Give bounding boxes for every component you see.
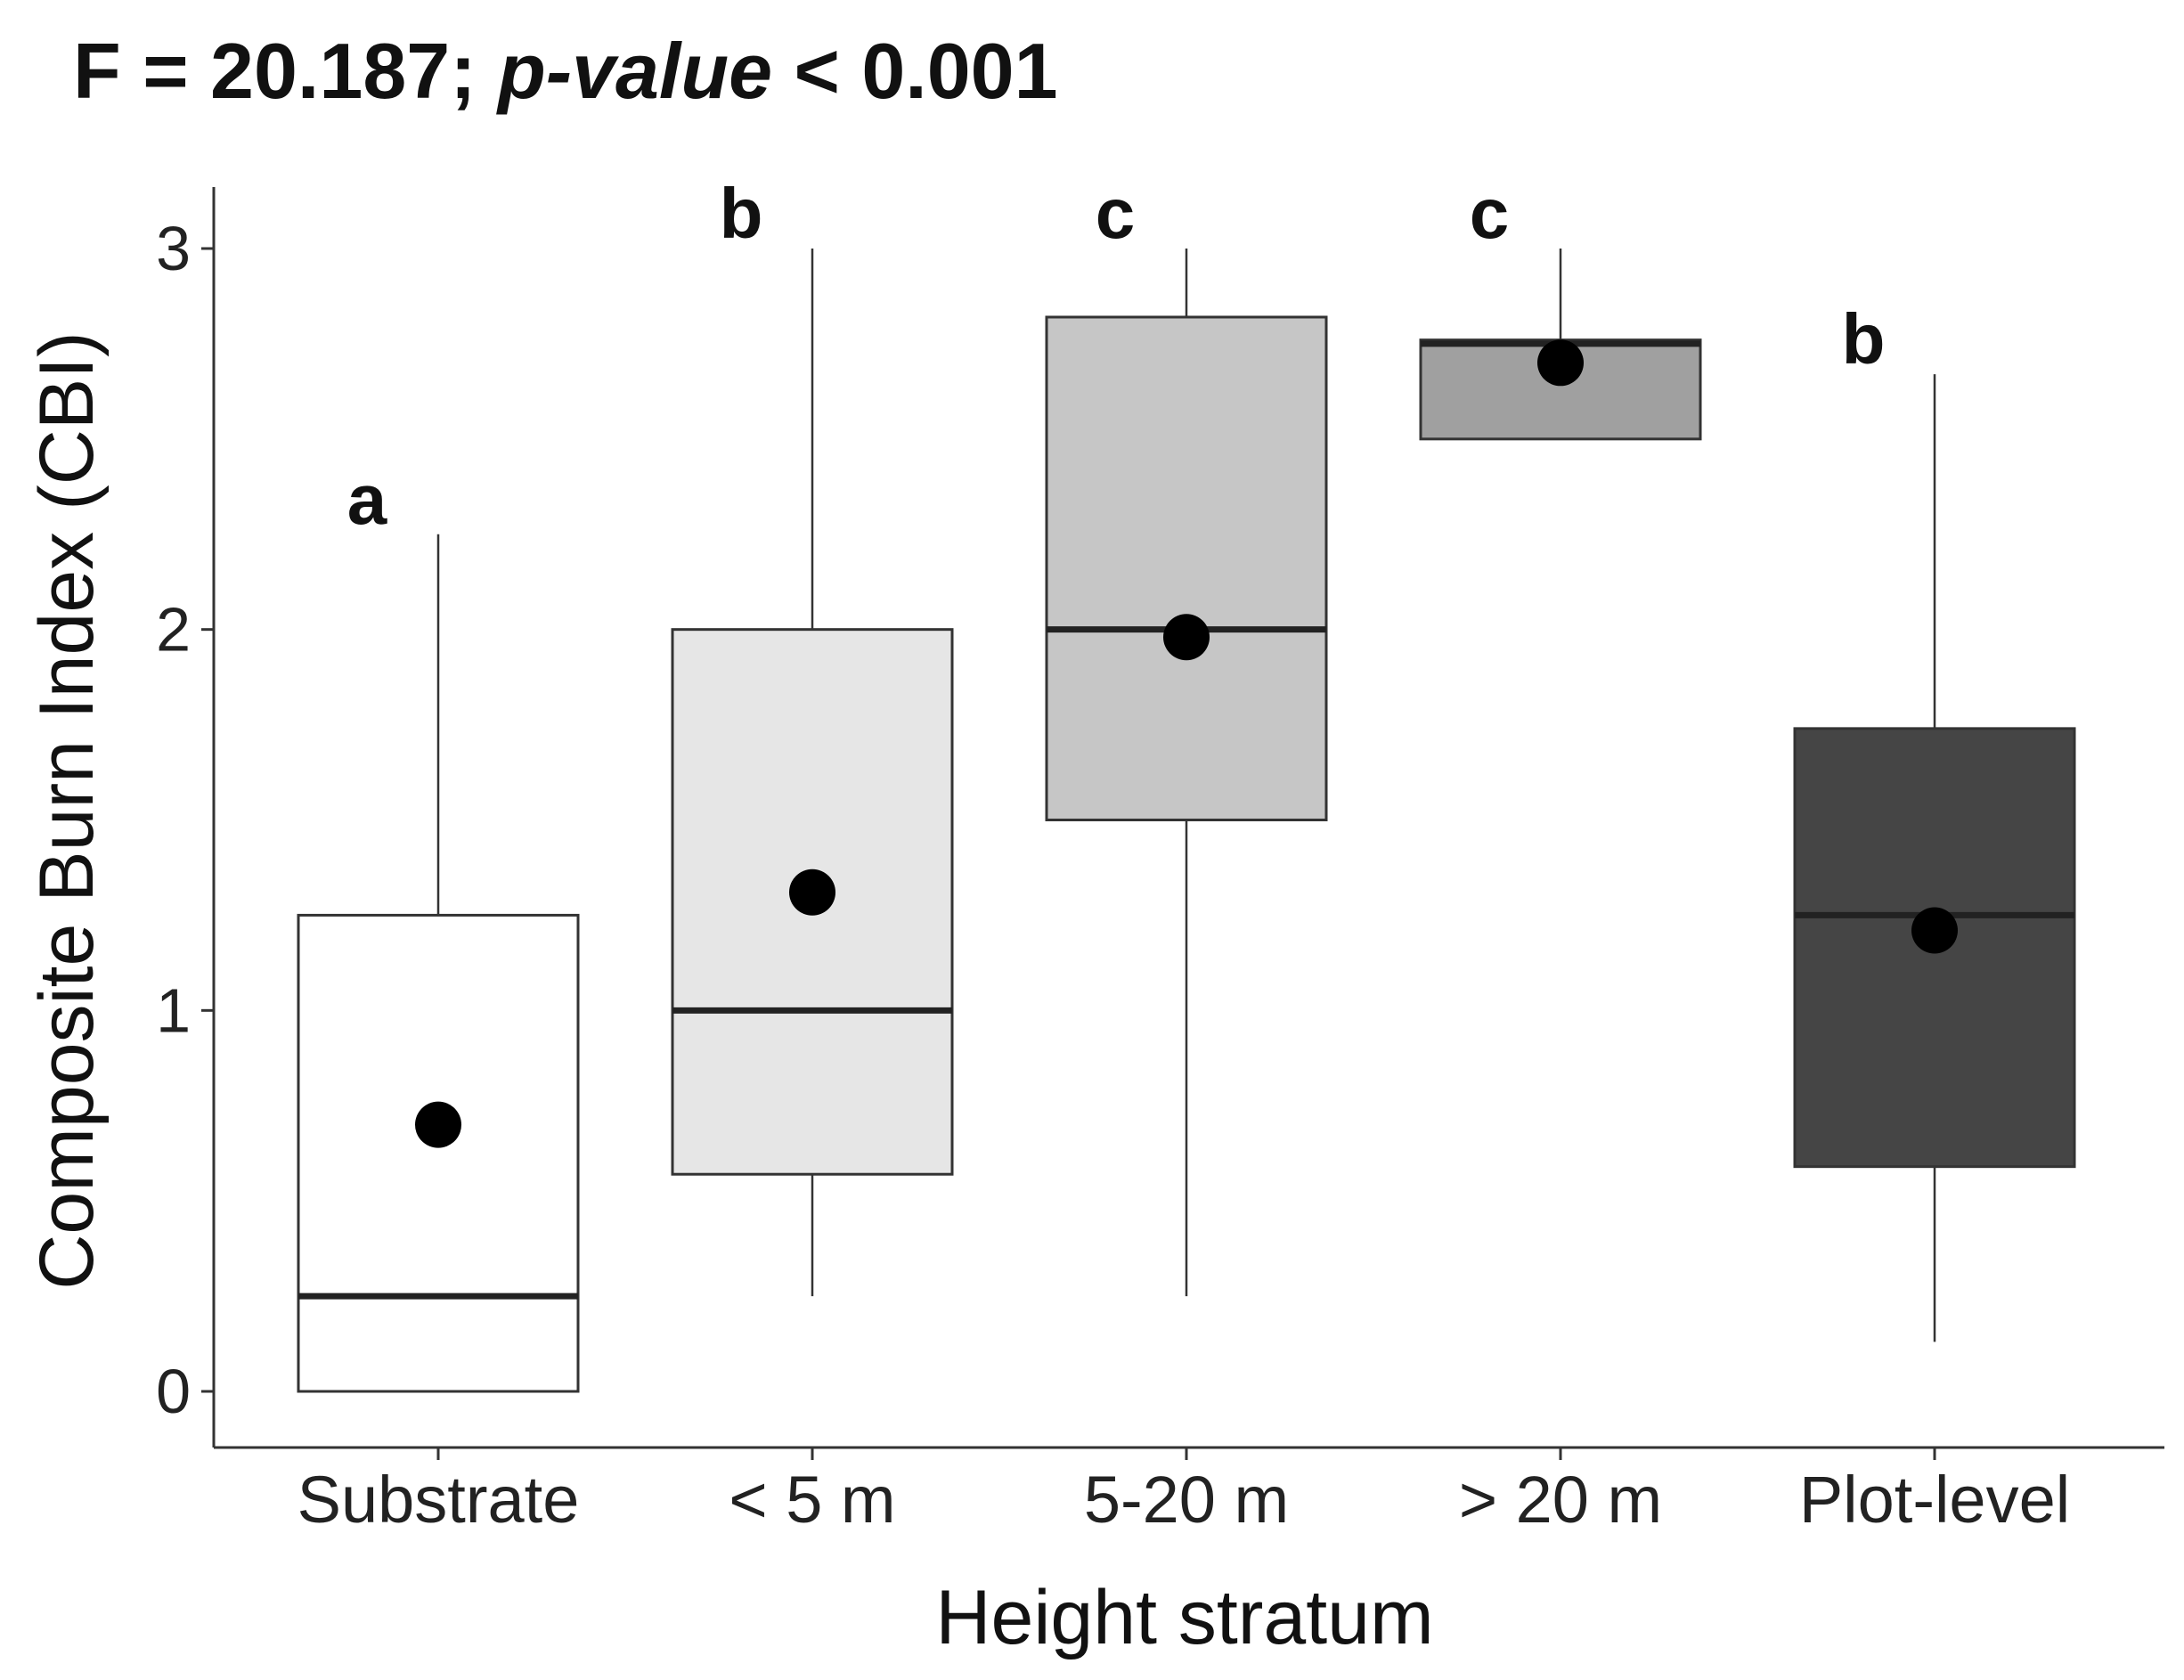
significance-letter-1: b: [720, 174, 763, 253]
mean-point-4: [1911, 907, 1958, 954]
x-tick-label-4: Plot-level: [1799, 1463, 2070, 1537]
x-tick-label-0: Substrate: [297, 1463, 580, 1537]
boxes: a b c c b: [297, 174, 2076, 1393]
mean-point-1: [789, 869, 835, 916]
box-0: [297, 913, 580, 1393]
significance-letter-2: c: [1096, 174, 1136, 253]
title-suffix: < 0.001: [772, 27, 1058, 115]
significance-letter-0: a: [347, 460, 387, 539]
box-group-2: c: [1045, 174, 1328, 1297]
significance-letter-3: c: [1470, 174, 1510, 253]
box-group-4: b: [1793, 299, 2076, 1342]
box-group-0: a: [297, 460, 580, 1393]
x-tick-label-2: 5-20 m: [1084, 1463, 1289, 1537]
x-axis-label: Height stratum: [935, 1575, 1433, 1660]
title-italic: p-value: [496, 27, 772, 115]
mean-point-2: [1163, 614, 1210, 661]
box-1: [671, 628, 954, 1176]
y-tick-label-1: 1: [156, 975, 191, 1045]
mean-point-0: [415, 1101, 461, 1148]
y-tick-label-2: 2: [156, 595, 191, 665]
significance-letter-4: b: [1842, 299, 1886, 379]
title-prefix: F = 20.187;: [73, 27, 498, 115]
box-2: [1045, 315, 1328, 822]
x-tick-label-1: < 5 m: [729, 1463, 895, 1537]
box-group-1: b: [671, 174, 954, 1297]
chart-title: F = 20.187; p-value < 0.001: [73, 27, 1058, 115]
y-axis-label: Composite Burn Index (CBI): [24, 331, 110, 1289]
svg-text:F = 20.187; p-value < 0.001: F = 20.187; p-value < 0.001: [73, 27, 1058, 115]
mean-point-3: [1537, 339, 1584, 387]
axes: [212, 187, 2164, 1449]
ticks: 0 1 2 3 Substrate < 5 m 5-20 m > 20 m Plot-level: [156, 214, 2070, 1537]
y-tick-label-3: 3: [156, 214, 191, 283]
x-tick-label-3: > 20 m: [1459, 1463, 1662, 1537]
box-group-3: c: [1419, 174, 1702, 441]
y-tick-label-0: 0: [156, 1357, 191, 1426]
